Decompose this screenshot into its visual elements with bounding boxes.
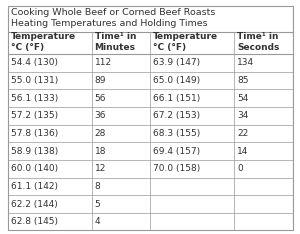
Text: 65.0 (149): 65.0 (149) (153, 76, 200, 85)
Text: 85: 85 (237, 76, 249, 85)
Text: 14: 14 (237, 147, 248, 156)
Text: 8: 8 (94, 182, 100, 191)
Text: Time¹ in
Seconds: Time¹ in Seconds (237, 32, 280, 52)
Text: 57.2 (135): 57.2 (135) (11, 111, 58, 120)
Text: 12: 12 (94, 164, 106, 173)
Text: Time¹ in
Minutes: Time¹ in Minutes (94, 32, 136, 52)
Text: 70.0 (158): 70.0 (158) (153, 164, 200, 173)
Text: Heating Temperatures and Holding Times: Heating Temperatures and Holding Times (11, 19, 208, 28)
Text: 112: 112 (94, 58, 112, 67)
Text: 134: 134 (237, 58, 254, 67)
Text: 62.2 (144): 62.2 (144) (11, 200, 57, 208)
Text: 57.8 (136): 57.8 (136) (11, 129, 58, 138)
Text: 56.1 (133): 56.1 (133) (11, 94, 58, 103)
Text: 5: 5 (94, 200, 100, 208)
Text: 66.1 (151): 66.1 (151) (153, 94, 200, 103)
Text: 67.2 (153): 67.2 (153) (153, 111, 200, 120)
Text: 63.9 (147): 63.9 (147) (153, 58, 200, 67)
Text: 54.4 (130): 54.4 (130) (11, 58, 58, 67)
Text: 0: 0 (237, 164, 243, 173)
Text: 28: 28 (94, 129, 106, 138)
Text: 69.4 (157): 69.4 (157) (153, 147, 200, 156)
Text: Temperature
°C (°F): Temperature °C (°F) (153, 32, 218, 52)
Text: 89: 89 (94, 76, 106, 85)
Text: 61.1 (142): 61.1 (142) (11, 182, 58, 191)
Text: 36: 36 (94, 111, 106, 120)
Text: 60.0 (140): 60.0 (140) (11, 164, 58, 173)
Text: 34: 34 (237, 111, 248, 120)
Text: 56: 56 (94, 94, 106, 103)
Text: 18: 18 (94, 147, 106, 156)
Text: 4: 4 (94, 217, 100, 226)
Text: Cooking Whole Beef or Corned Beef Roasts: Cooking Whole Beef or Corned Beef Roasts (11, 8, 215, 17)
Text: 22: 22 (237, 129, 248, 138)
Text: 68.3 (155): 68.3 (155) (153, 129, 200, 138)
Text: 62.8 (145): 62.8 (145) (11, 217, 58, 226)
Text: Temperature
°C (°F): Temperature °C (°F) (11, 32, 76, 52)
Text: 54: 54 (237, 94, 248, 103)
Text: 55.0 (131): 55.0 (131) (11, 76, 58, 85)
Text: 58.9 (138): 58.9 (138) (11, 147, 58, 156)
